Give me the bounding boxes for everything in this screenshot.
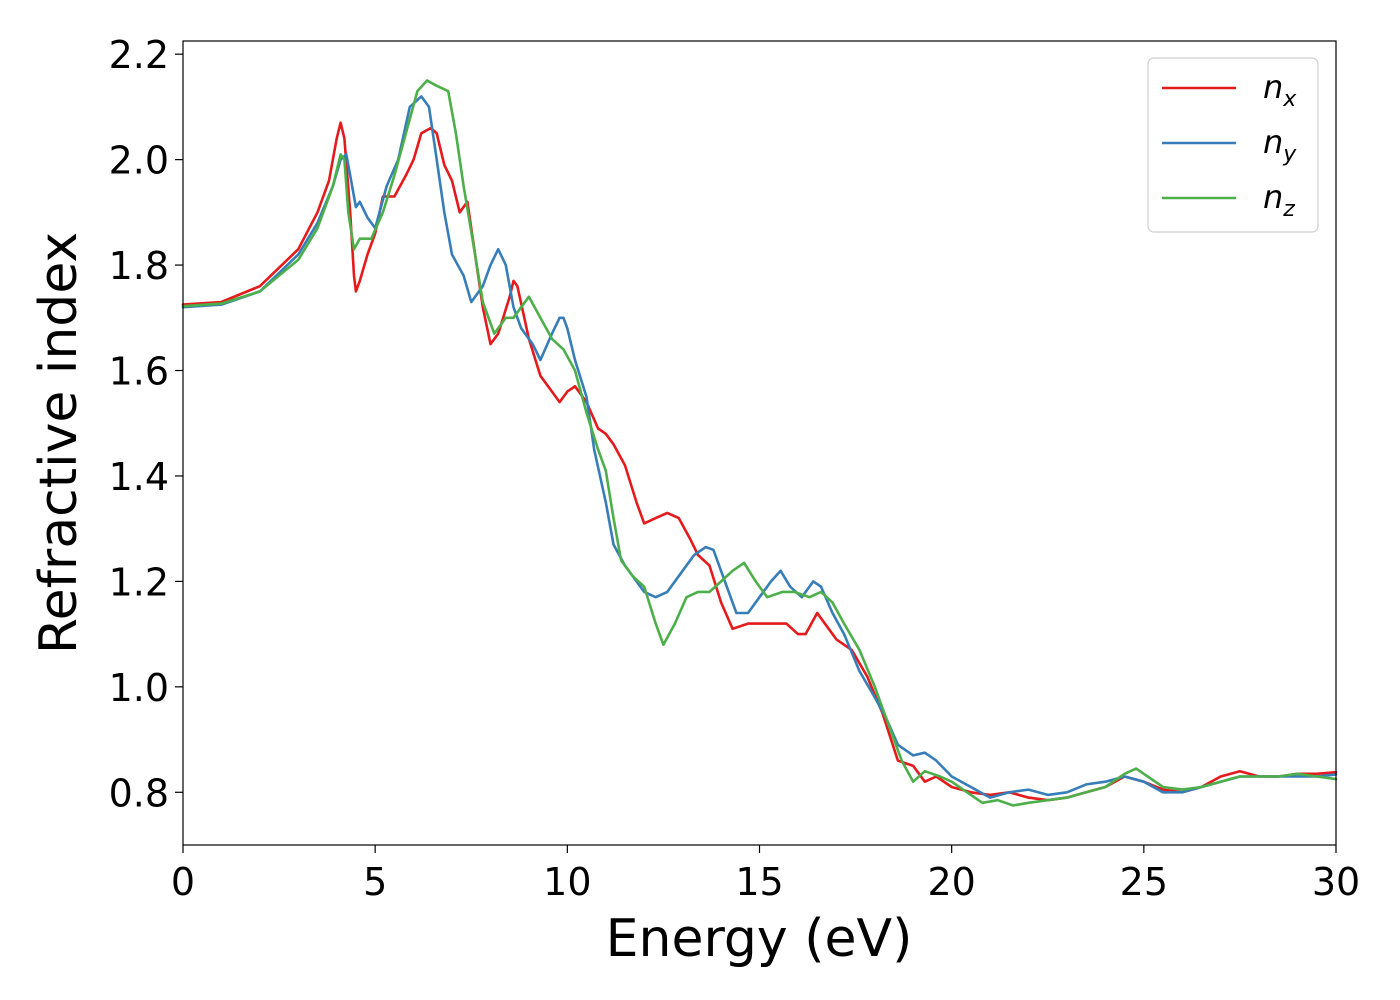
legend: nx ny nz (1147, 57, 1319, 233)
y-tick-label: 1.6 (109, 350, 169, 394)
y-tick-label: 1.8 (109, 244, 169, 288)
x-tick-label: 10 (543, 860, 591, 904)
x-tick-label: 15 (735, 860, 783, 904)
legend-box (1147, 57, 1319, 233)
x-tick-label: 0 (171, 860, 195, 904)
y-tick-label: 2.0 (109, 139, 169, 183)
y-tick-label: 0.8 (109, 771, 169, 815)
y-tick-label: 1.4 (109, 455, 169, 499)
series-line-ny (181, 95, 1338, 799)
y-tick-label: 1.0 (109, 666, 169, 710)
y-axis-ticks: 0.8 1.0 1.2 1.4 1.6 1.8 2.0 2.2 (109, 33, 183, 815)
x-tick-label: 25 (1120, 860, 1168, 904)
x-axis-label: Energy (eV) (606, 909, 913, 969)
series-line-nz (181, 79, 1338, 807)
legend-label-nz: nz (1263, 178, 1295, 222)
x-axis-ticks: 0 5 10 15 20 25 30 (171, 845, 1360, 904)
x-tick-label: 20 (927, 860, 975, 904)
y-tick-label: 2.2 (109, 33, 169, 77)
y-tick-label: 1.2 (109, 560, 169, 604)
legend-label-nx: nx (1263, 68, 1297, 112)
y-axis-label: Refractive index (29, 232, 89, 654)
legend-label-ny: ny (1263, 123, 1297, 167)
plot-lines (181, 79, 1338, 807)
x-tick-label: 30 (1312, 860, 1360, 904)
x-tick-label: 5 (363, 860, 387, 904)
